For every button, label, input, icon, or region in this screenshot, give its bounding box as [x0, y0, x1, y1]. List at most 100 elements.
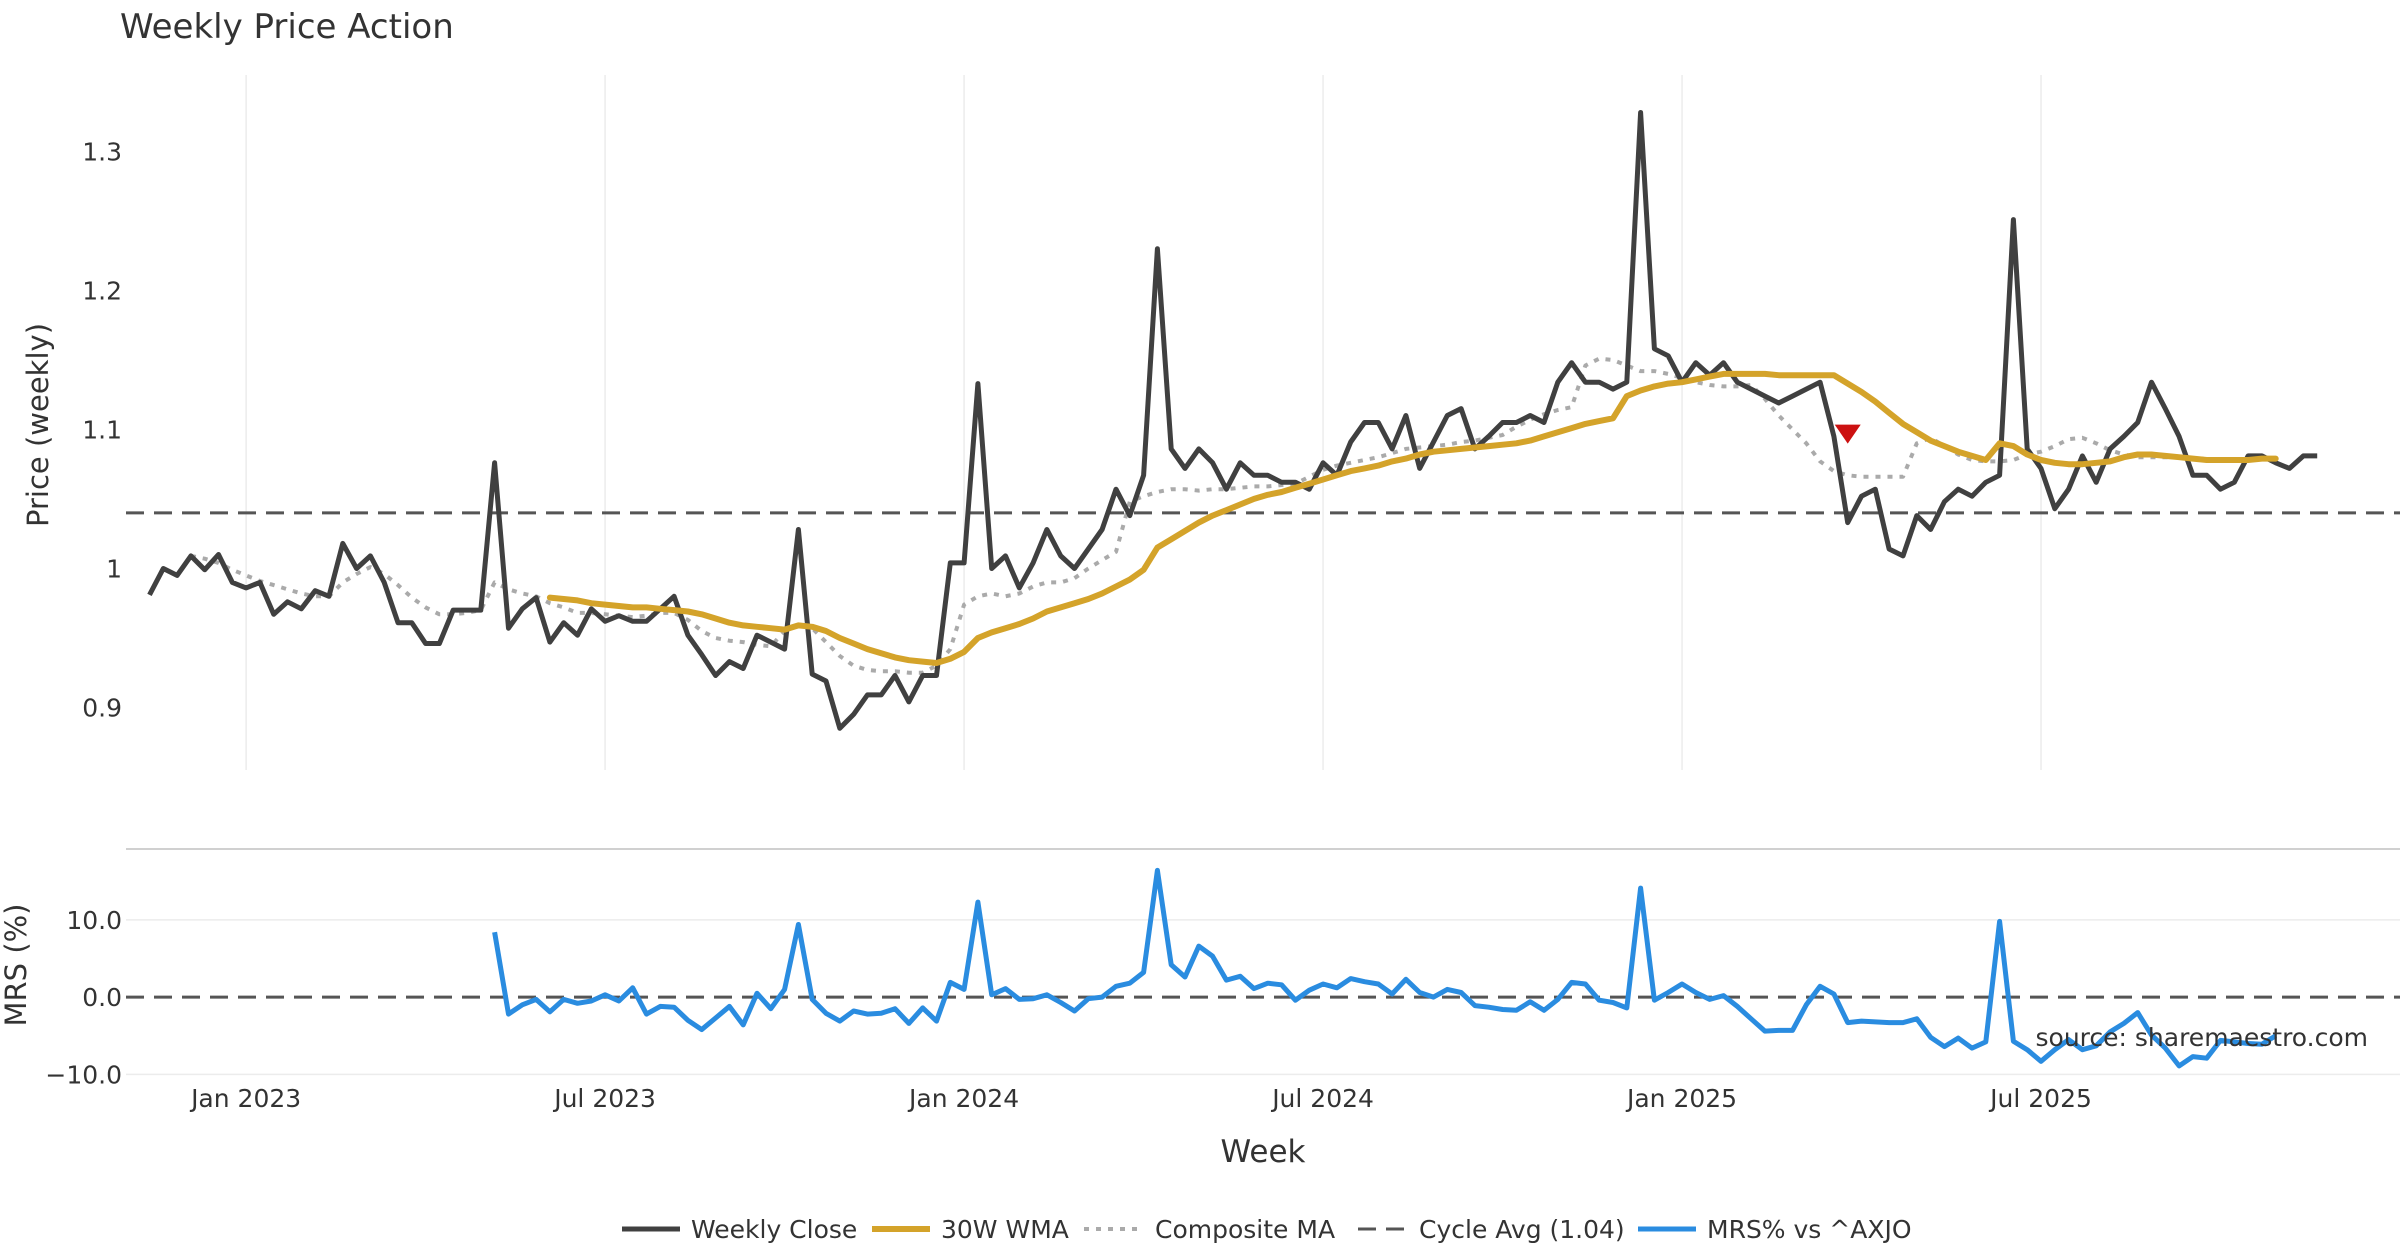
mrs-point	[699, 1027, 705, 1033]
mrs-point	[1817, 983, 1823, 989]
wma-point	[713, 616, 719, 622]
wma-point	[1444, 447, 1450, 453]
wma-point	[1638, 388, 1644, 394]
wma-point	[2162, 453, 2168, 459]
mrs-point	[713, 1015, 719, 1021]
mrs-point	[934, 1018, 940, 1024]
composite-ma-point	[1099, 557, 1105, 563]
mrs-point	[1707, 996, 1713, 1002]
mrs-panel: 10.0 0.0 −10.0 MRS (%) source: sharemaestr…	[0, 867, 2400, 1089]
composite-ma-point	[1762, 396, 1768, 402]
wma-point	[2121, 454, 2127, 460]
wma-point	[1596, 418, 1602, 424]
mrs-point	[2204, 1055, 2210, 1061]
weekly-close-point	[1817, 379, 1823, 385]
composite-ma-point	[1168, 486, 1174, 492]
composite-ma-point	[989, 591, 995, 597]
mrs-point	[920, 1005, 926, 1011]
mrs-point	[616, 998, 622, 1004]
price-y-axis-label: Price (weekly)	[21, 323, 55, 527]
mrs-point	[1030, 996, 1036, 1002]
weekly-close-point	[1969, 493, 1975, 499]
weekly-close-point	[1403, 413, 1409, 419]
mrs-point	[644, 1011, 650, 1017]
weekly-close-point	[2121, 433, 2127, 439]
composite-ma-point	[202, 556, 208, 562]
sell-signal-marker	[1834, 424, 1861, 444]
wma-point	[1044, 609, 1050, 615]
weekly-close-point	[561, 620, 567, 626]
weekly-close-point	[229, 579, 235, 585]
mrs-point	[519, 1002, 525, 1008]
mrs-point	[1748, 1016, 1754, 1022]
weekly-close-point	[1872, 486, 1878, 492]
composite-ma-point	[519, 591, 525, 597]
legend-entry-cycle-avg: Cycle Avg (1.04)	[1358, 1215, 1625, 1244]
mrs-point	[1362, 979, 1368, 985]
mrs-point	[630, 985, 636, 991]
weekly-close-point	[1058, 553, 1064, 559]
wma-point	[726, 620, 732, 626]
composite-ma-point	[1058, 579, 1064, 585]
mrs-point	[1127, 980, 1133, 986]
wma-point	[2218, 457, 2224, 463]
legend-entry-mrs: MRS% vs ^AXJO	[1638, 1215, 1912, 1244]
weekly-close-point	[1099, 527, 1105, 533]
composite-ma-point	[1596, 356, 1602, 362]
wma-point	[1279, 489, 1285, 495]
composite-ma-point	[1072, 575, 1078, 581]
weekly-close-point	[602, 618, 608, 624]
composite-ma-point	[1279, 482, 1285, 488]
mrs-point	[1141, 969, 1147, 975]
wma-point	[2093, 460, 2099, 466]
wma-point	[2135, 452, 2141, 458]
composite-ma-point	[1403, 446, 1409, 452]
weekly-close-point	[1541, 420, 1547, 426]
mrs-point	[602, 992, 608, 998]
mrs-point	[1375, 981, 1381, 987]
composite-ma-point	[851, 663, 857, 669]
wma-point	[1651, 383, 1657, 389]
mrs-point	[1265, 980, 1271, 986]
weekly-close-point	[1168, 446, 1174, 452]
composite-ma-point	[1417, 445, 1423, 451]
composite-ma-point	[506, 586, 512, 592]
composite-ma-point	[1030, 584, 1036, 590]
weekly-close-point	[202, 567, 208, 573]
wma-point	[1030, 616, 1036, 622]
weekly-close-point	[1651, 346, 1657, 352]
mrs-point	[975, 899, 981, 905]
composite-ma-point	[1500, 432, 1506, 438]
weekly-close-point	[1803, 386, 1809, 392]
composite-ma-point	[1320, 467, 1326, 473]
weekly-close-point	[2300, 453, 2306, 459]
mrs-point	[989, 992, 995, 998]
weekly-close-point	[381, 579, 387, 585]
mrs-point	[864, 1011, 870, 1017]
mrs-point	[1914, 1016, 1920, 1022]
composite-ma-point	[1541, 411, 1547, 417]
wma-point	[1237, 502, 1243, 508]
mrs-y-axis-label: MRS (%)	[0, 904, 33, 1027]
composite-ma-point	[1790, 426, 1796, 432]
wma-point	[1431, 449, 1437, 455]
weekly-close-point	[934, 673, 940, 679]
wma-point	[1058, 604, 1064, 610]
mrs-point	[1113, 983, 1119, 989]
weekly-close-point	[2010, 217, 2016, 223]
mrs-point	[1734, 1003, 1740, 1009]
mrs-point	[1651, 997, 1657, 1003]
composite-ma-point	[367, 564, 373, 570]
mrs-point	[588, 998, 594, 1004]
weekly-close-point	[837, 725, 843, 731]
mrs-point	[1182, 974, 1188, 980]
composite-ma-point	[1362, 457, 1368, 463]
composite-ma-point	[630, 614, 636, 620]
weekly-close-point	[1721, 360, 1727, 366]
composite-ma-point	[1182, 486, 1188, 492]
wma-point	[1693, 376, 1699, 382]
wma-point	[754, 624, 760, 630]
mrs-point	[1099, 994, 1105, 1000]
weekly-close-point	[367, 553, 373, 559]
mrs-point	[1237, 973, 1243, 979]
